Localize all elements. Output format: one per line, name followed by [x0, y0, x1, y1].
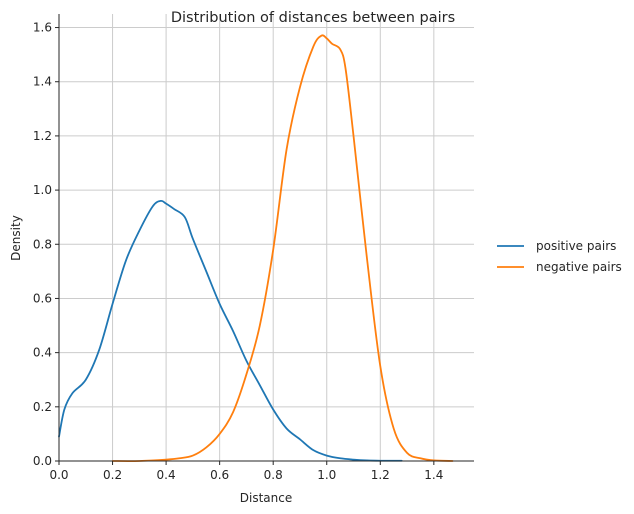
y-tick-label: 1.6 [33, 21, 52, 35]
x-tick-label: 1.0 [317, 468, 336, 482]
axes [55, 14, 474, 465]
x-axis-label: Distance [240, 491, 292, 505]
y-tick-label: 0.6 [33, 291, 52, 305]
x-tick-label: 1.2 [371, 468, 390, 482]
series-line-negative-pairs [111, 34, 454, 462]
y-tick-label: 0.4 [33, 346, 52, 360]
gridlines [58, 14, 474, 462]
legend: positive pairs negative pairs [497, 239, 622, 274]
y-tick-label: 1.4 [33, 75, 52, 89]
series-line-positive-pairs [58, 199, 403, 462]
y-tick-label: 0.2 [33, 400, 52, 414]
y-tick-label: 1.0 [33, 183, 52, 197]
y-tick-label: 0.8 [33, 237, 52, 251]
x-tick-label: 0.0 [49, 468, 68, 482]
chart-title: Distribution of distances between pairs [171, 10, 455, 26]
y-axis-label: Density [9, 215, 23, 261]
legend-label: negative pairs [536, 260, 622, 274]
x-tick-label: 0.6 [210, 468, 229, 482]
y-tick-label: 0.0 [33, 454, 52, 468]
x-tick-label: 0.4 [157, 468, 176, 482]
x-tick-label: 1.4 [424, 468, 443, 482]
x-tick-label: 0.8 [264, 468, 283, 482]
series-layer [58, 34, 454, 462]
y-tick-label: 1.2 [33, 129, 52, 143]
legend-label: positive pairs [536, 239, 616, 253]
x-tick-label: 0.2 [103, 468, 122, 482]
tick-labels: 0.0 0.2 0.4 0.6 0.8 1.0 1.2 1.4 0.0 0.2 0.4 0.6 0.8 1… [33, 21, 443, 482]
